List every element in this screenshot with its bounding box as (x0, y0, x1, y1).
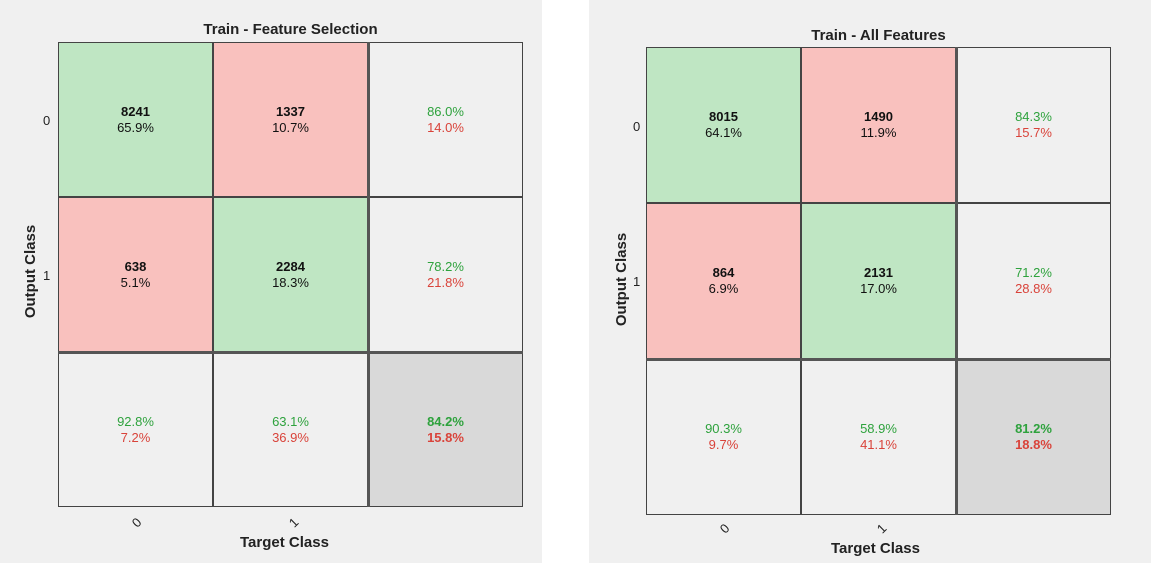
chart-panel-left: Train - Feature Selection 8241 65.9% 133… (0, 0, 542, 563)
cell-bad-percent: 7.2% (120, 429, 151, 445)
col-label: 1 (285, 514, 302, 531)
cell-count: 1337 (276, 103, 305, 119)
matrix-cell: 1337 10.7% (213, 42, 368, 197)
cell-percent: 65.9% (117, 119, 154, 135)
cell-good-percent: 92.8% (117, 413, 154, 429)
summary-cell: 86.0% 14.0% (368, 42, 523, 197)
overall-accuracy-cell: 81.2% 18.8% (956, 359, 1111, 515)
cell-good-percent: 86.0% (427, 103, 464, 119)
cell-percent: 6.9% (708, 281, 739, 296)
cell-bad-percent: 21.8% (427, 274, 464, 290)
cell-good-percent: 84.3% (1015, 109, 1052, 124)
chart-title: Train - All Features (811, 27, 946, 44)
summary-cell: 84.3% 15.7% (956, 47, 1111, 203)
cell-good-percent: 71.2% (1015, 265, 1052, 280)
matrix-cell: 864 6.9% (646, 203, 801, 359)
summary-cell: 78.2% 21.8% (368, 197, 523, 352)
cell-count: 8015 (709, 109, 738, 124)
divider (58, 351, 523, 354)
cell-bad-percent: 36.9% (272, 429, 309, 445)
summary-cell: 63.1% 36.9% (213, 352, 368, 507)
cell-bad-percent: 14.0% (427, 119, 464, 135)
matrix-cell: 8015 64.1% (646, 47, 801, 203)
col-label: 0 (716, 520, 733, 537)
chart-title: Train - Feature Selection (203, 21, 378, 38)
y-axis-label: Output Class (613, 232, 631, 327)
matrix-cell: 2284 18.3% (213, 197, 368, 352)
col-label: 1 (873, 520, 890, 537)
row-label: 1 (43, 268, 51, 283)
confusion-matrix: 8015 64.1% 1490 11.9% 84.3% 15.7% 864 6.… (646, 47, 1111, 515)
summary-cell: 58.9% 41.1% (801, 359, 956, 515)
x-axis-label: Target Class (240, 534, 329, 551)
col-label: 0 (128, 514, 145, 531)
cell-count: 2131 (864, 265, 893, 280)
row-label: 1 (633, 274, 641, 289)
row-label: 0 (633, 119, 641, 134)
cell-bad-percent: 9.7% (708, 437, 739, 452)
x-axis-label: Target Class (831, 540, 920, 557)
cell-count: 2284 (276, 258, 305, 274)
overall-accuracy-cell: 84.2% 15.8% (368, 352, 523, 507)
row-label: 0 (43, 113, 51, 128)
cell-good-percent: 58.9% (860, 421, 897, 436)
summary-cell: 92.8% 7.2% (58, 352, 213, 507)
cell-bad-percent: 18.8% (1015, 437, 1052, 452)
cell-count: 864 (712, 265, 735, 280)
cell-good-percent: 78.2% (427, 258, 464, 274)
cell-percent: 17.0% (860, 281, 897, 296)
summary-cell: 71.2% 28.8% (956, 203, 1111, 359)
cell-count: 8241 (121, 103, 150, 119)
cell-bad-percent: 15.7% (1015, 125, 1052, 140)
cell-bad-percent: 28.8% (1015, 281, 1052, 296)
divider (955, 47, 958, 515)
cell-count: 1490 (864, 109, 893, 124)
cell-percent: 64.1% (705, 125, 742, 140)
cell-good-percent: 63.1% (272, 413, 309, 429)
chart-panel-right: Train - All Features 8015 64.1% 1490 11.… (589, 0, 1151, 563)
divider (646, 358, 1111, 361)
cell-percent: 10.7% (272, 119, 309, 135)
cell-percent: 11.9% (860, 125, 897, 140)
cell-good-percent: 84.2% (427, 413, 464, 429)
cell-bad-percent: 15.8% (427, 429, 464, 445)
matrix-cell: 1490 11.9% (801, 47, 956, 203)
summary-cell: 90.3% 9.7% (646, 359, 801, 515)
cell-good-percent: 90.3% (705, 421, 742, 436)
matrix-cell: 8241 65.9% (58, 42, 213, 197)
divider (367, 42, 370, 507)
cell-percent: 18.3% (272, 274, 309, 290)
cell-bad-percent: 41.1% (860, 437, 897, 452)
cell-percent: 5.1% (120, 274, 151, 290)
matrix-cell: 638 5.1% (58, 197, 213, 352)
cell-good-percent: 81.2% (1015, 421, 1052, 436)
y-axis-label: Output Class (22, 224, 40, 319)
matrix-cell: 2131 17.0% (801, 203, 956, 359)
cell-count: 638 (124, 258, 147, 274)
confusion-matrix: 8241 65.9% 1337 10.7% 86.0% 14.0% 638 5.… (58, 42, 523, 507)
